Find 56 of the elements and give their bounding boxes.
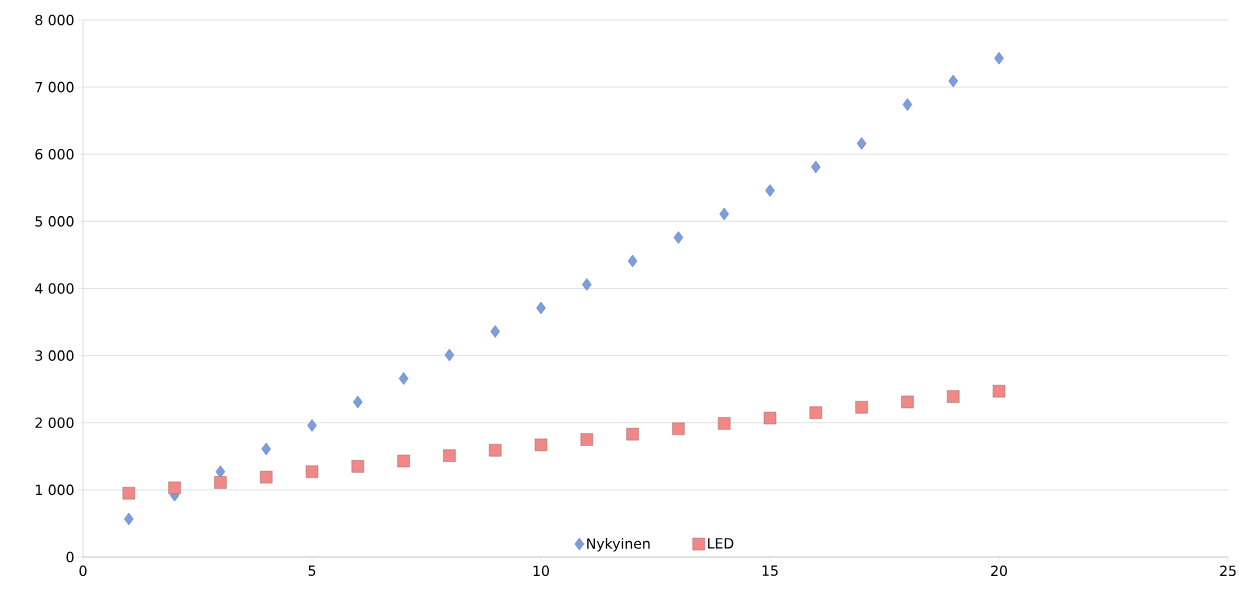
point (261, 442, 271, 456)
x-tick-label: 0 (79, 565, 87, 577)
point (673, 231, 684, 244)
point (948, 74, 958, 88)
point (398, 372, 409, 385)
x-tick-label: 5 (308, 565, 316, 576)
point (307, 419, 317, 432)
point (397, 454, 410, 468)
x-tick-label: 15 (762, 565, 778, 576)
point (124, 512, 134, 526)
point (626, 427, 639, 441)
y-tick-label: 6 000 (35, 148, 74, 160)
point (765, 184, 775, 197)
point (353, 395, 363, 409)
point (627, 254, 638, 268)
x-tick-label: 20 (991, 565, 1007, 577)
point (994, 52, 1004, 65)
point (444, 348, 455, 362)
y-tick-label: 1 000 (35, 484, 74, 496)
x-tick-label: 25 (1220, 565, 1236, 577)
point (351, 460, 364, 473)
y-tick-label: 7 000 (35, 81, 74, 93)
point (260, 470, 273, 484)
point (489, 444, 502, 457)
point (443, 449, 456, 462)
point (719, 207, 729, 221)
y-tick-label: 0 (66, 551, 74, 563)
point (902, 98, 913, 111)
y-tick-label: 2 000 (35, 417, 74, 429)
point (992, 385, 1006, 398)
point (856, 137, 867, 150)
point (901, 395, 914, 409)
point (855, 401, 868, 414)
point (215, 465, 226, 478)
point (214, 476, 227, 489)
point (672, 422, 685, 435)
point (536, 301, 546, 315)
y-tick-label: 8 000 (35, 14, 74, 26)
point (305, 465, 319, 478)
point (580, 433, 593, 446)
point (582, 278, 592, 291)
point (534, 438, 548, 452)
point (763, 411, 777, 425)
y-tick-label: 5 000 (35, 216, 74, 227)
point (811, 160, 821, 174)
point (122, 487, 135, 500)
point (718, 417, 731, 430)
y-tick-label: 3 000 (35, 350, 74, 361)
legend-label: Nykyinen (587, 537, 650, 552)
y-tick-label: 4 000 (35, 283, 74, 294)
x-tick-label: 10 (533, 565, 549, 577)
point (168, 481, 181, 495)
point (490, 325, 500, 338)
legend-label: LED (708, 538, 734, 549)
point (947, 390, 960, 403)
point (809, 406, 823, 419)
